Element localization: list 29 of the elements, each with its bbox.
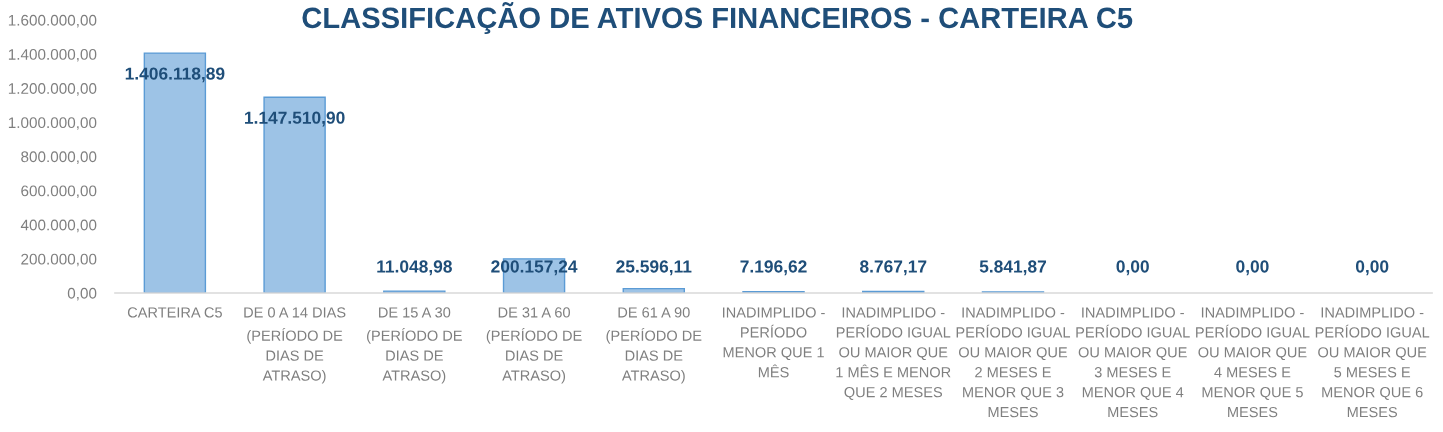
data-label: 0,00 bbox=[1355, 260, 1389, 276]
y-tick-label: 600.000,00 bbox=[21, 185, 97, 199]
x-tick-label: INADIMPLIDO - PERÍODO IGUAL OU MAIOR QUE 4 MESES E MENOR QUE 5 MESES bbox=[1196, 307, 1310, 418]
y-tick-label: 400.000,00 bbox=[20, 219, 97, 233]
y-tick-label: 1.600.000,00 bbox=[8, 14, 97, 28]
data-label: 0,00 bbox=[1116, 260, 1149, 276]
x-tick-label: DE 61 A 90 (PERÍODO DE DIAS DE ATRASO) bbox=[606, 307, 702, 384]
data-label: 11.048,98 bbox=[377, 260, 452, 276]
y-tick-label: 200.000,00 bbox=[21, 253, 97, 267]
x-tick-label: INADIMPLIDO - PERÍODO IGUAL OU MAIOR QUE 1 MÊS E MENOR QUE 2 MESES bbox=[836, 307, 951, 400]
data-label: 0,00 bbox=[1236, 260, 1269, 276]
x-tick-label: INADIMPLIDO - PERÍODO IGUAL OU MAIOR QUE 2 MESES E MENOR QUE 3 MESES bbox=[956, 307, 1071, 418]
x-tick-label: INADIMPLIDO - PERÍODO MENOR QUE 1 MÊS bbox=[723, 307, 825, 378]
data-label: 8.767,17 bbox=[860, 260, 927, 276]
x-tick-label: DE 0 A 14 DIAS (PERÍODO DE DIAS DE ATRASO) bbox=[244, 307, 346, 384]
x-tick-label: INADIMPLIDO - PERÍODO IGUAL OU MAIOR QUE 5 MESES E MENOR QUE 6 MESES bbox=[1315, 307, 1430, 418]
y-tick-label: 1.400.000,00 bbox=[8, 48, 97, 62]
x-tick-label: DE 31 A 60 (PERÍODO DE DIAS DE ATRASO) bbox=[486, 307, 582, 384]
data-label: 5.841,87 bbox=[979, 260, 1047, 276]
y-tick-label: 1.000.000,00 bbox=[8, 117, 97, 130]
x-tick-label: INADIMPLIDO - PERÍODO IGUAL OU MAIOR QUE 3 MESES E MENOR QUE 4 MESES bbox=[1076, 307, 1190, 418]
x-tick-label: CARTEIRA C5 bbox=[127, 307, 222, 318]
chart-title: CLASSIFICAÇÃO DE ATIVOS FINANCEIROS - CARTEIRA C5 bbox=[302, 1, 1133, 35]
data-label: 7.196,62 bbox=[740, 260, 807, 276]
y-tick-label: 0,00 bbox=[67, 287, 97, 301]
data-label: 25.596,11 bbox=[616, 260, 692, 276]
x-tick-label: DE 15 A 30 (PERÍODO DE DIAS DE ATRASO) bbox=[367, 307, 462, 384]
y-tick-label: 800.000,00 bbox=[21, 151, 97, 164]
y-tick-label: 1.200.000,00 bbox=[8, 83, 97, 96]
